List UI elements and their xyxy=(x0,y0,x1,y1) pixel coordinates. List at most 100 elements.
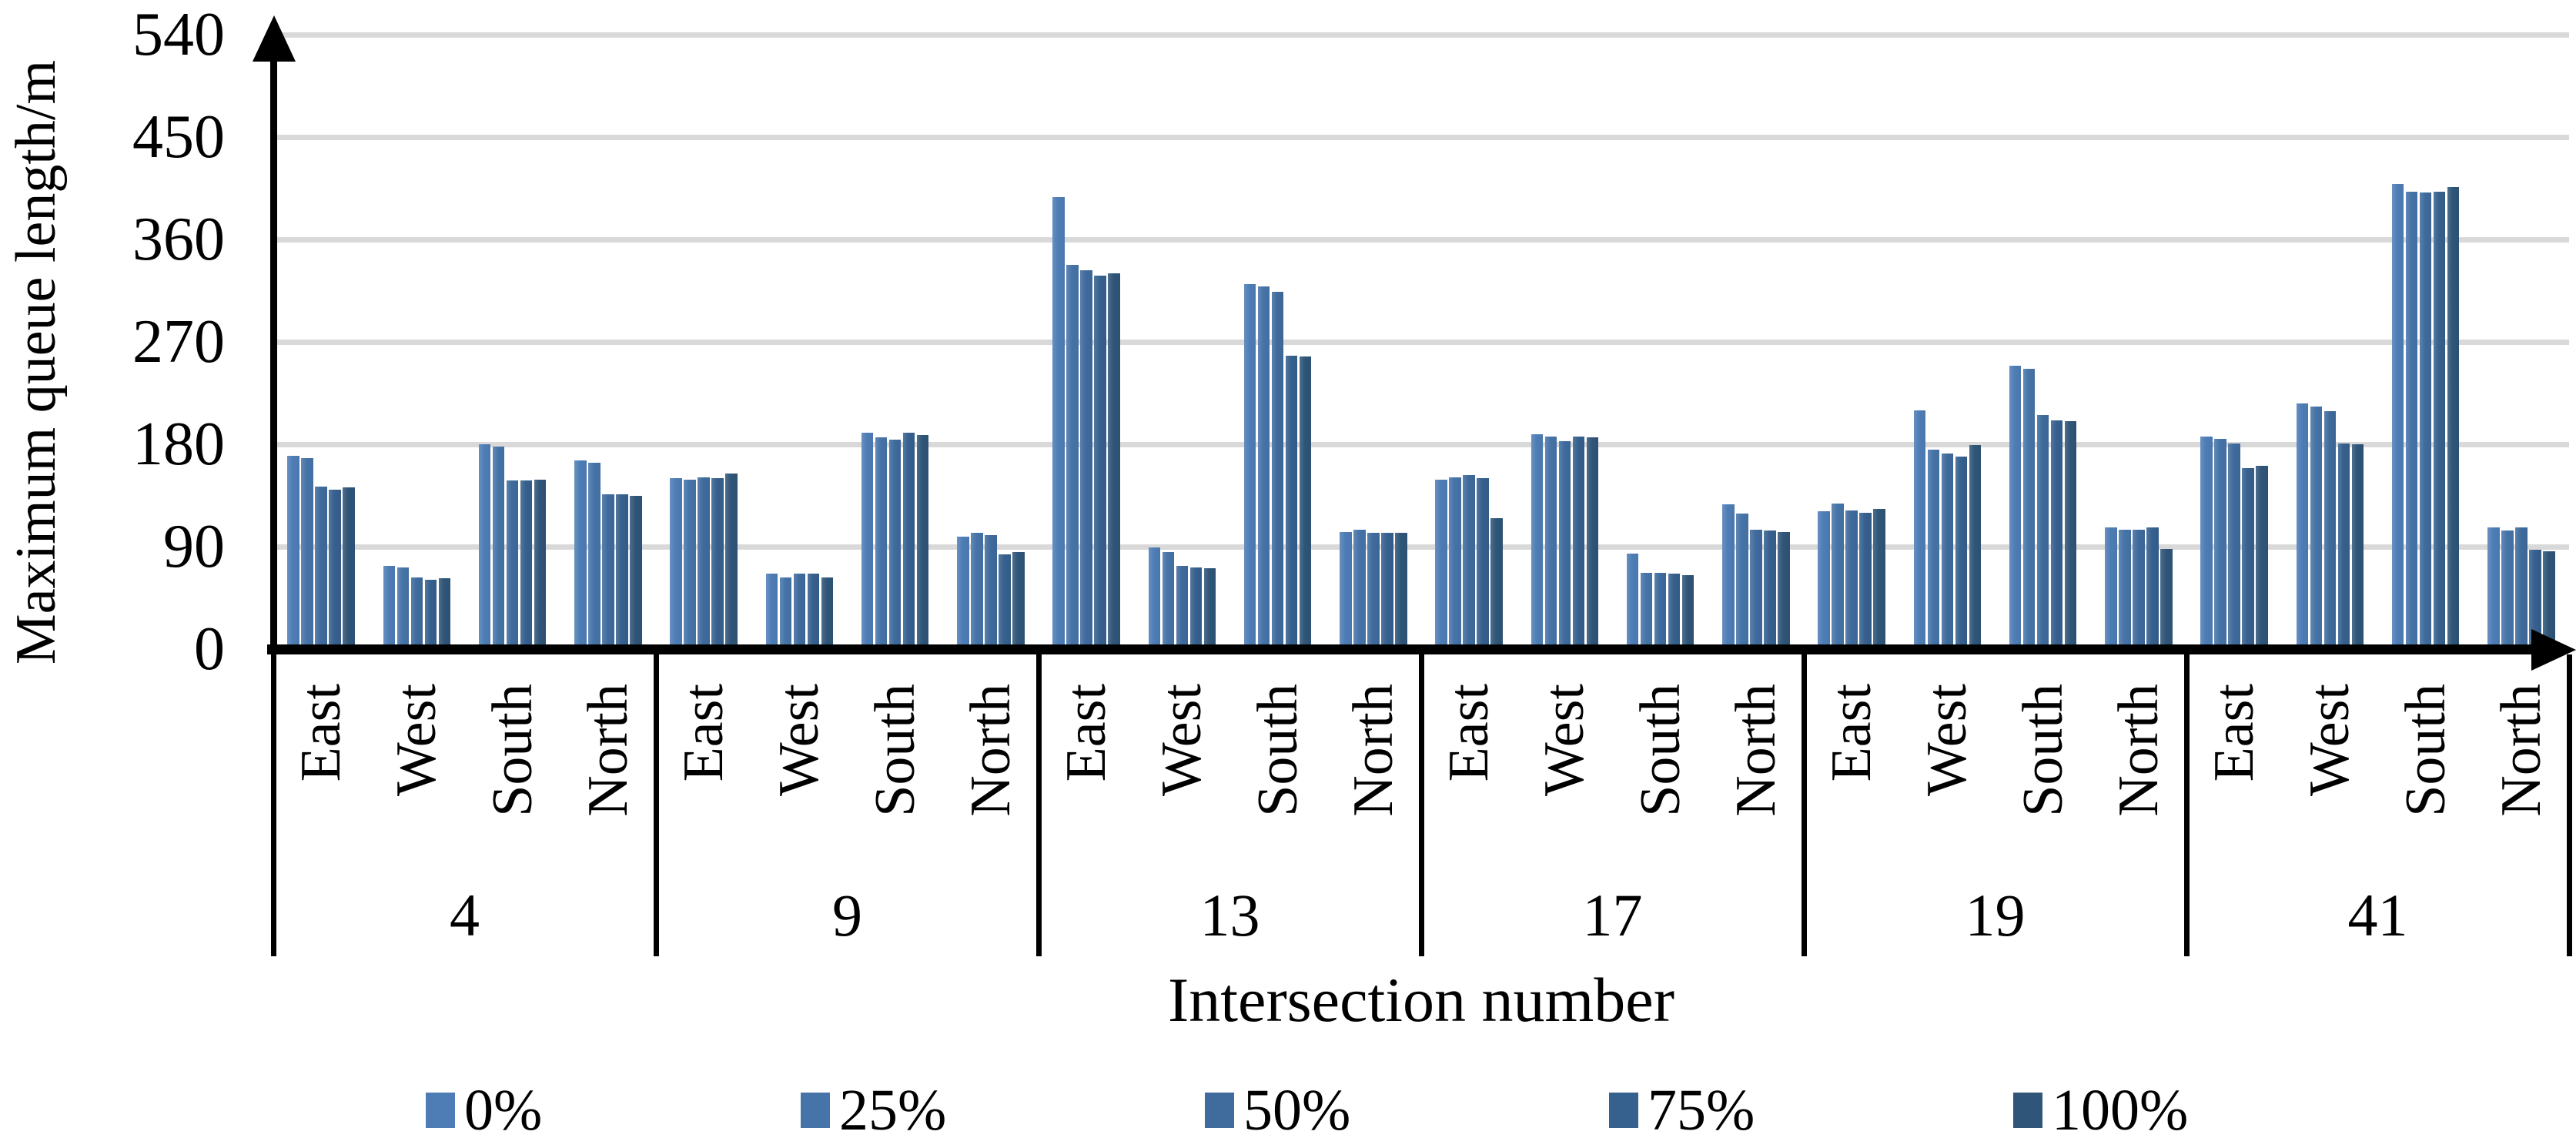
y-axis-arrow-icon xyxy=(253,15,296,62)
direction-label: West xyxy=(385,684,449,797)
bar-4-west-50% xyxy=(410,577,423,649)
bar-41-north-50% xyxy=(2515,527,2527,649)
bar-41-east-0% xyxy=(2200,436,2213,649)
intersection-number: 19 xyxy=(1965,882,2026,949)
bar-13-east-75% xyxy=(1094,276,1106,649)
bar-9-south-25% xyxy=(875,437,888,649)
direction-label: North xyxy=(1724,684,1788,817)
bar-13-west-25% xyxy=(1162,552,1175,649)
direction-label: East xyxy=(1055,684,1119,782)
x-axis-title: Intersection number xyxy=(1167,965,1675,1035)
bar-17-east-50% xyxy=(1463,474,1475,649)
bar-17-east-100% xyxy=(1490,518,1503,649)
category-divider xyxy=(653,654,659,956)
bar-41-south-100% xyxy=(2447,187,2460,649)
bar-19-east-0% xyxy=(1818,511,1830,649)
category-divider xyxy=(2183,654,2190,956)
bar-41-south-50% xyxy=(2419,192,2432,649)
bar-19-north-75% xyxy=(2146,527,2159,649)
direction-label: South xyxy=(1628,684,1692,817)
bar-9-west-0% xyxy=(765,574,778,649)
bar-9-north-50% xyxy=(985,535,997,649)
legend-item-50%: 50% xyxy=(1205,1081,1350,1140)
y-tick-label: 540 xyxy=(132,1,225,69)
category-axis: East West South North 4 East West South North 9 Ea… xyxy=(0,654,2576,962)
bar-17-west-50% xyxy=(1558,440,1571,649)
bar-17-east-75% xyxy=(1477,478,1489,649)
bar-41-south-0% xyxy=(2391,183,2404,649)
bar-41-west-75% xyxy=(2337,443,2350,649)
bar-13-north-25% xyxy=(1353,529,1366,649)
legend-item-75%: 75% xyxy=(1609,1081,1755,1140)
bar-9-east-75% xyxy=(711,478,724,649)
bar-17-south-75% xyxy=(1668,574,1681,649)
bar-17-north-75% xyxy=(1764,530,1776,649)
bar-4-west-75% xyxy=(424,579,437,649)
category-divider xyxy=(2566,654,2572,956)
bar-41-east-50% xyxy=(2228,443,2240,649)
direction-label: East xyxy=(2203,684,2267,782)
direction-label: North xyxy=(1341,684,1405,817)
bar-9-north-100% xyxy=(1012,552,1025,649)
bar-4-north-0% xyxy=(574,460,587,649)
bar-19-south-50% xyxy=(2036,414,2049,649)
bar-4-south-0% xyxy=(478,444,491,649)
bar-19-west-100% xyxy=(1969,445,1982,649)
y-tick-label: 270 xyxy=(132,308,225,376)
bar-9-west-25% xyxy=(779,577,792,649)
bar-9-south-75% xyxy=(902,433,915,649)
bar-13-south-75% xyxy=(1285,355,1298,649)
bar-17-east-25% xyxy=(1449,477,1461,649)
bar-17-west-0% xyxy=(1531,433,1544,649)
bar-4-east-0% xyxy=(287,455,299,649)
bar-19-west-25% xyxy=(1927,450,1940,649)
bar-17-north-100% xyxy=(1778,531,1790,649)
bar-4-north-75% xyxy=(616,494,628,649)
category-divider xyxy=(1418,654,1424,956)
legend-label: 50% xyxy=(1243,1078,1351,1143)
legend-swatch-icon xyxy=(1609,1093,1638,1128)
gridline xyxy=(273,236,2569,243)
direction-label: West xyxy=(1915,684,1979,797)
bar-41-west-50% xyxy=(2323,411,2337,649)
bar-19-east-25% xyxy=(1832,503,1844,649)
intersection-number: 17 xyxy=(1582,882,1643,949)
bar-17-south-100% xyxy=(1681,574,1694,649)
bar-19-north-100% xyxy=(2160,548,2173,649)
y-axis-line xyxy=(270,42,277,654)
bar-41-north-0% xyxy=(2487,527,2500,649)
bar-4-south-75% xyxy=(520,480,533,649)
intersection-number: 41 xyxy=(2347,882,2408,949)
legend-swatch-icon xyxy=(426,1093,455,1128)
bar-41-south-75% xyxy=(2433,191,2446,649)
direction-label: North xyxy=(576,684,640,817)
legend-swatch-icon xyxy=(2013,1093,2042,1128)
legend-label: 25% xyxy=(839,1078,947,1143)
bar-9-north-75% xyxy=(999,554,1011,649)
bar-13-west-50% xyxy=(1176,566,1189,649)
gridline xyxy=(273,544,2569,550)
intersection-number: 4 xyxy=(450,882,480,949)
bar-19-north-50% xyxy=(2133,529,2145,649)
bar-4-north-50% xyxy=(602,494,614,649)
bar-19-west-0% xyxy=(1913,410,1926,649)
bar-17-north-25% xyxy=(1736,514,1748,649)
bar-13-south-50% xyxy=(1271,291,1284,649)
bar-9-south-100% xyxy=(916,435,929,649)
legend: 0% 25% 50% 75% 100% xyxy=(0,1070,2576,1140)
direction-label: East xyxy=(1437,684,1501,782)
bar-19-south-100% xyxy=(2064,421,2077,649)
gridline xyxy=(273,32,2569,38)
bar-13-north-100% xyxy=(1395,533,1407,649)
intersection-number: 9 xyxy=(832,882,862,949)
direction-label: East xyxy=(672,684,736,782)
direction-label: North xyxy=(2106,684,2170,817)
legend-label: 75% xyxy=(1648,1078,1755,1143)
bar-13-east-50% xyxy=(1080,269,1092,649)
legend-label: 100% xyxy=(2052,1078,2189,1143)
bar-9-west-100% xyxy=(821,577,834,649)
bar-19-north-0% xyxy=(2105,527,2117,649)
bar-19-south-75% xyxy=(2050,420,2063,649)
